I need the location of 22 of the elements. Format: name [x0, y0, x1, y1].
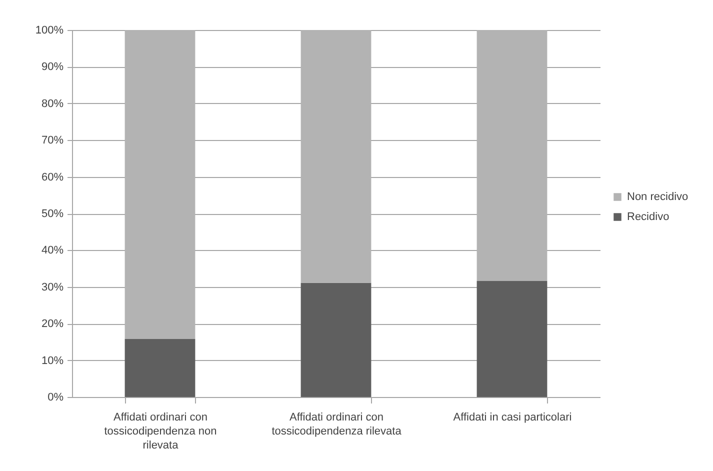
- y-tick-label: 60%: [41, 171, 64, 184]
- y-tick-label: 10%: [41, 354, 64, 367]
- x-tick-label: Affidati ordinari con tossicodipendenza non rilevata: [104, 412, 217, 452]
- x-tick-label: Affidati ordinari con tossicodipendenza rilevata: [272, 412, 402, 438]
- y-tick-label: 40%: [41, 244, 64, 257]
- bar: [124, 30, 196, 340]
- y-tick-label: 80%: [41, 98, 64, 110]
- bar: [476, 281, 548, 397]
- bar: [124, 339, 196, 397]
- y-tick-label: 90%: [41, 61, 64, 74]
- bar: [300, 282, 372, 397]
- x-tick-label: Affidati in casi particolari: [453, 412, 572, 424]
- legend-label: Non recidivo: [627, 191, 688, 203]
- y-tick-label: 20%: [41, 318, 64, 330]
- bar: [300, 30, 372, 283]
- legend-label: Recidivo: [627, 211, 670, 223]
- y-tick-label: 70%: [41, 134, 64, 147]
- y-tick-label: 30%: [41, 281, 64, 294]
- y-tick-label: 50%: [41, 208, 64, 220]
- bar: [476, 30, 548, 282]
- y-tick-label: 0%: [48, 392, 64, 404]
- y-tick-label: 100%: [35, 24, 64, 36]
